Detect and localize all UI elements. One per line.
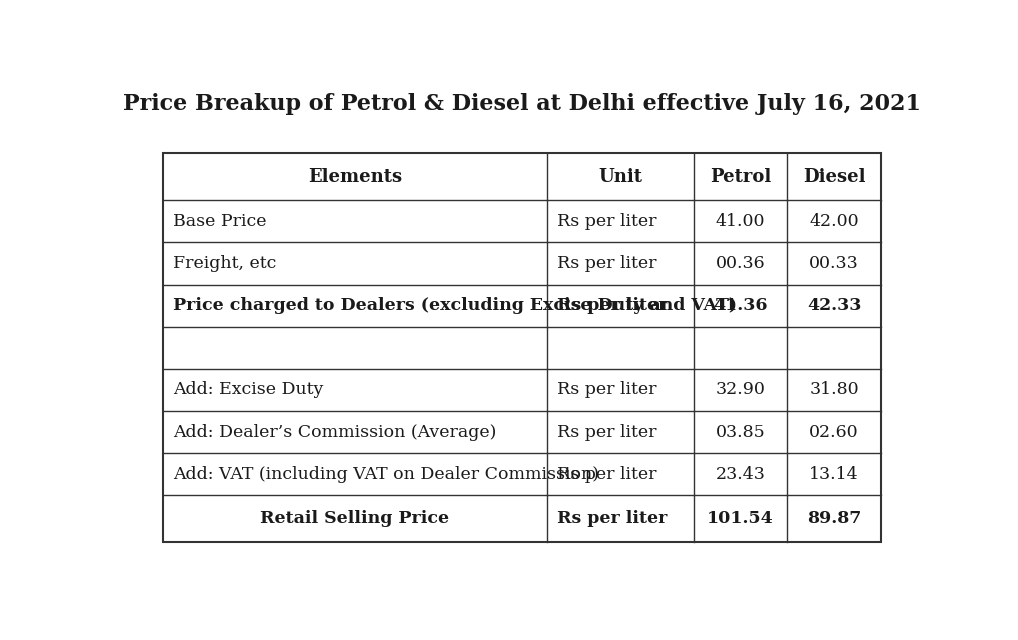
Text: Petrol: Petrol [711,168,772,186]
Text: Rs per liter: Rs per liter [557,381,657,399]
Text: Add: VAT (including VAT on Dealer Commission): Add: VAT (including VAT on Dealer Commis… [173,466,599,483]
Text: Price Breakup of Petrol & Diesel at Delhi effective July 16, 2021: Price Breakup of Petrol & Diesel at Delh… [123,93,920,115]
Text: 13.14: 13.14 [809,466,859,483]
Text: 00.33: 00.33 [809,255,859,272]
Text: 32.90: 32.90 [716,381,766,399]
Text: Rs per liter: Rs per liter [557,297,668,314]
Text: 23.43: 23.43 [716,466,766,483]
Text: 41.00: 41.00 [716,213,766,230]
Text: Retail Selling Price: Retail Selling Price [261,511,449,527]
Text: Base Price: Base Price [173,213,267,230]
Text: 42.33: 42.33 [807,297,861,314]
Text: Freight, etc: Freight, etc [173,255,276,272]
Text: Rs per liter: Rs per liter [557,511,668,527]
Text: 03.85: 03.85 [716,424,766,440]
Text: Unit: Unit [599,168,642,186]
Text: Rs per liter: Rs per liter [557,424,657,440]
Text: 89.87: 89.87 [807,511,861,527]
Text: 31.80: 31.80 [809,381,859,399]
Text: Add: Dealer’s Commission (Average): Add: Dealer’s Commission (Average) [173,424,497,440]
Text: Diesel: Diesel [803,168,865,186]
Text: Price charged to Dealers (excluding Excise Duty and VAT): Price charged to Dealers (excluding Exci… [173,297,737,314]
Text: 41.36: 41.36 [714,297,768,314]
Text: 42.00: 42.00 [809,213,859,230]
Text: 00.36: 00.36 [716,255,766,272]
Text: Rs per liter: Rs per liter [557,255,657,272]
Text: Add: Excise Duty: Add: Excise Duty [173,381,324,399]
Text: Rs per liter: Rs per liter [557,466,657,483]
Text: Rs per liter: Rs per liter [557,213,657,230]
Text: Elements: Elements [307,168,402,186]
Text: 101.54: 101.54 [708,511,774,527]
Text: 02.60: 02.60 [809,424,859,440]
